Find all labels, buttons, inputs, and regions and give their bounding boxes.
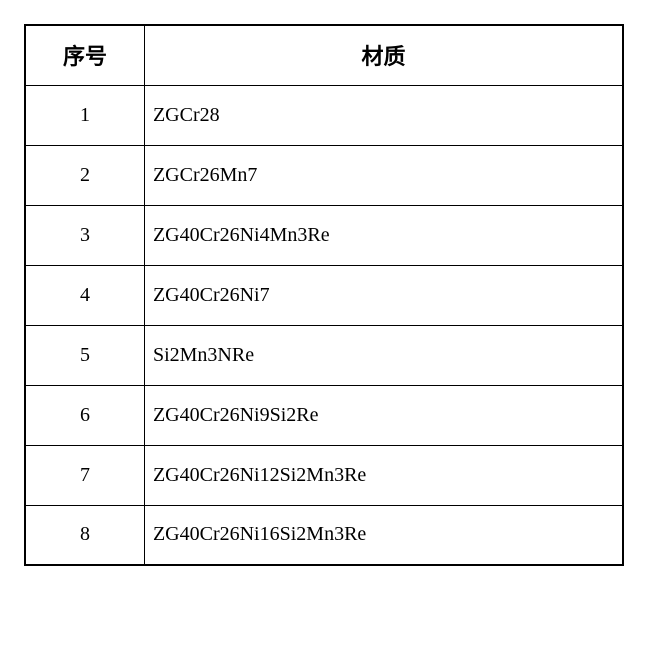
table-row: 4 ZG40Cr26Ni7: [25, 265, 623, 325]
cell-material: ZG40Cr26Ni16Si2Mn3Re: [144, 505, 623, 565]
table-header: 序号 材质: [25, 25, 623, 85]
table-row: 2 ZGCr26Mn7: [25, 145, 623, 205]
table-row: 5 Si2Mn3NRe: [25, 325, 623, 385]
cell-material: ZGCr28: [144, 85, 623, 145]
table-row: 7 ZG40Cr26Ni12Si2Mn3Re: [25, 445, 623, 505]
cell-material: ZG40Cr26Ni9Si2Re: [144, 385, 623, 445]
table-row: 6 ZG40Cr26Ni9Si2Re: [25, 385, 623, 445]
table-row: 1 ZGCr28: [25, 85, 623, 145]
cell-material: ZG40Cr26Ni12Si2Mn3Re: [144, 445, 623, 505]
material-table-container: 序号 材质 1 ZGCr28 2 ZGCr26Mn7 3 ZG40Cr26Ni4…: [24, 24, 624, 566]
cell-index: 6: [25, 385, 144, 445]
header-index: 序号: [25, 25, 144, 85]
cell-material: ZG40Cr26Ni7: [144, 265, 623, 325]
cell-index: 3: [25, 205, 144, 265]
cell-material: ZGCr26Mn7: [144, 145, 623, 205]
cell-index: 1: [25, 85, 144, 145]
cell-material: Si2Mn3NRe: [144, 325, 623, 385]
header-material: 材质: [144, 25, 623, 85]
cell-index: 4: [25, 265, 144, 325]
header-row: 序号 材质: [25, 25, 623, 85]
cell-index: 5: [25, 325, 144, 385]
table-row: 8 ZG40Cr26Ni16Si2Mn3Re: [25, 505, 623, 565]
table-row: 3 ZG40Cr26Ni4Mn3Re: [25, 205, 623, 265]
table-body: 1 ZGCr28 2 ZGCr26Mn7 3 ZG40Cr26Ni4Mn3Re …: [25, 85, 623, 565]
cell-material: ZG40Cr26Ni4Mn3Re: [144, 205, 623, 265]
cell-index: 8: [25, 505, 144, 565]
cell-index: 7: [25, 445, 144, 505]
material-table: 序号 材质 1 ZGCr28 2 ZGCr26Mn7 3 ZG40Cr26Ni4…: [24, 24, 624, 566]
cell-index: 2: [25, 145, 144, 205]
